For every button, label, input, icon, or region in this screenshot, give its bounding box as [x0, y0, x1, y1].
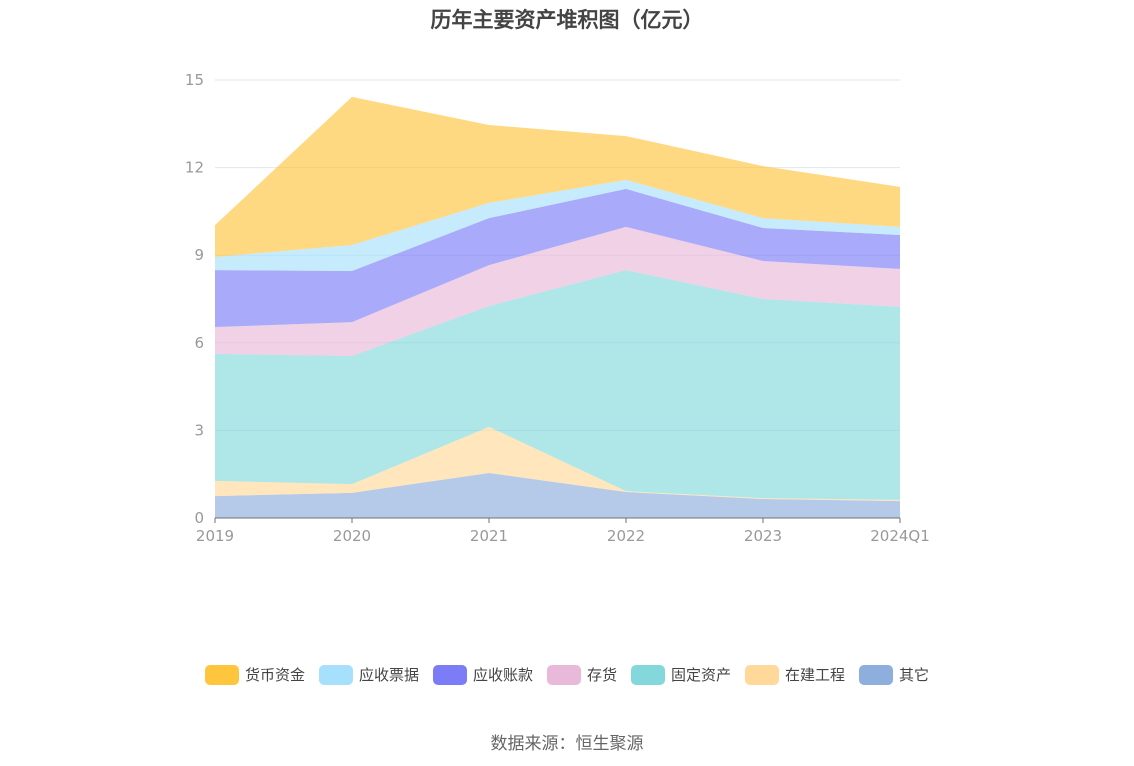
x-tick-label: 2022 — [607, 527, 645, 545]
area-其它 — [215, 473, 900, 518]
legend-item[interactable]: 存货 — [546, 664, 617, 685]
area-应收账款 — [215, 188, 900, 328]
y-tick-label: 12 — [185, 159, 204, 177]
legend-swatch — [546, 664, 581, 685]
chart-title: 历年主要资产堆积图（亿元） — [430, 8, 704, 32]
legend-item[interactable]: 其它 — [859, 664, 929, 685]
y-tick-label: 15 — [185, 71, 204, 89]
data-source: 数据来源：恒生聚源 — [490, 734, 644, 754]
x-tick-label: 2019 — [196, 527, 234, 545]
legend-label: 货币资金 — [244, 666, 305, 684]
legend-label: 其它 — [899, 666, 930, 684]
legend-label: 固定资产 — [671, 666, 732, 684]
area-货币资金 — [215, 96, 900, 257]
legend-item[interactable]: 应收票据 — [318, 664, 419, 685]
x-tick-label: 2020 — [333, 527, 371, 545]
legend-label: 在建工程 — [785, 666, 846, 684]
legend-swatch — [631, 664, 665, 685]
legend-label: 应收票据 — [358, 666, 419, 684]
y-tick-label: 9 — [194, 246, 204, 264]
x-tick-label: 2024Q1 — [870, 527, 930, 545]
x-tick-label: 2021 — [470, 527, 508, 545]
legend-label: 存货 — [586, 666, 617, 684]
y-tick-label: 0 — [194, 509, 204, 527]
stacked-area-chart: 0 3 6 9 12 15 2019 2020 2021 2022 2023 2024Q1 — [185, 71, 930, 545]
legend-label: 应收账款 — [472, 666, 533, 684]
legend-item[interactable]: 固定资产 — [631, 664, 731, 685]
area-存货 — [215, 226, 900, 356]
area-固定资产 — [215, 270, 900, 500]
y-tick-label: 6 — [194, 334, 204, 352]
legend-item[interactable]: 在建工程 — [745, 664, 845, 685]
area-应收票据 — [215, 179, 900, 271]
legend-swatch — [204, 664, 239, 685]
legend-swatch — [745, 664, 780, 685]
area-在建工程 — [215, 426, 900, 502]
legend-swatch — [859, 664, 894, 685]
legend-swatch — [318, 664, 353, 685]
y-tick-label: 3 — [194, 421, 204, 439]
legend-item[interactable]: 货币资金 — [204, 664, 305, 685]
legend-swatch — [432, 664, 467, 685]
x-tick-label: 2023 — [744, 527, 782, 545]
legend: 货币资金 应收票据 应收账款 存货 固定资产 在建工程 其它 — [0, 664, 1134, 685]
legend-item[interactable]: 应收账款 — [432, 664, 533, 685]
